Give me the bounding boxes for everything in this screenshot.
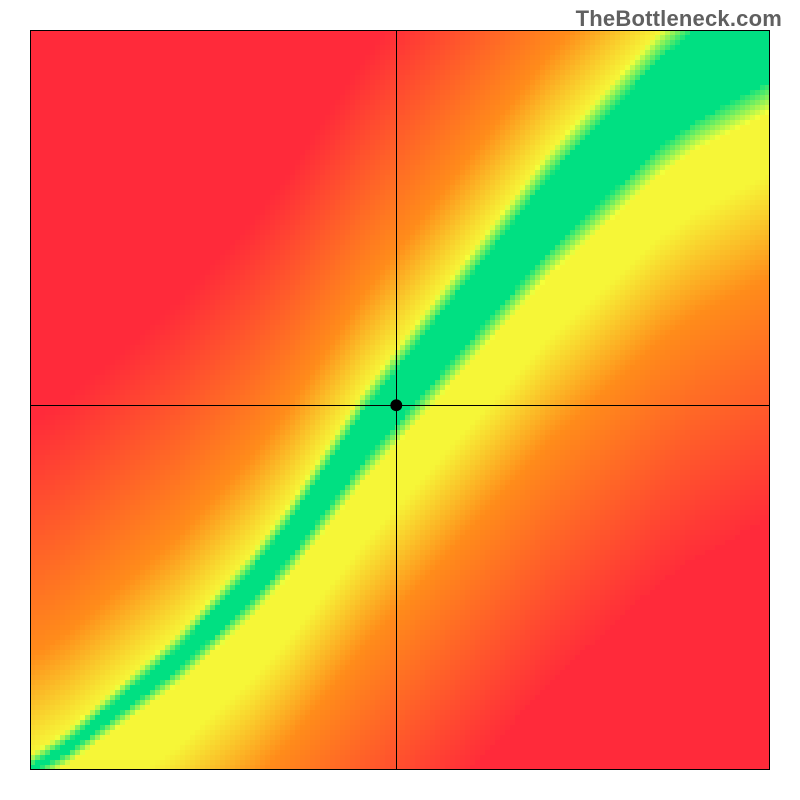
watermark-text: TheBottleneck.com <box>576 6 782 32</box>
heatmap-canvas <box>30 30 770 770</box>
heatmap-plot <box>30 30 770 770</box>
chart-container: TheBottleneck.com <box>0 0 800 800</box>
